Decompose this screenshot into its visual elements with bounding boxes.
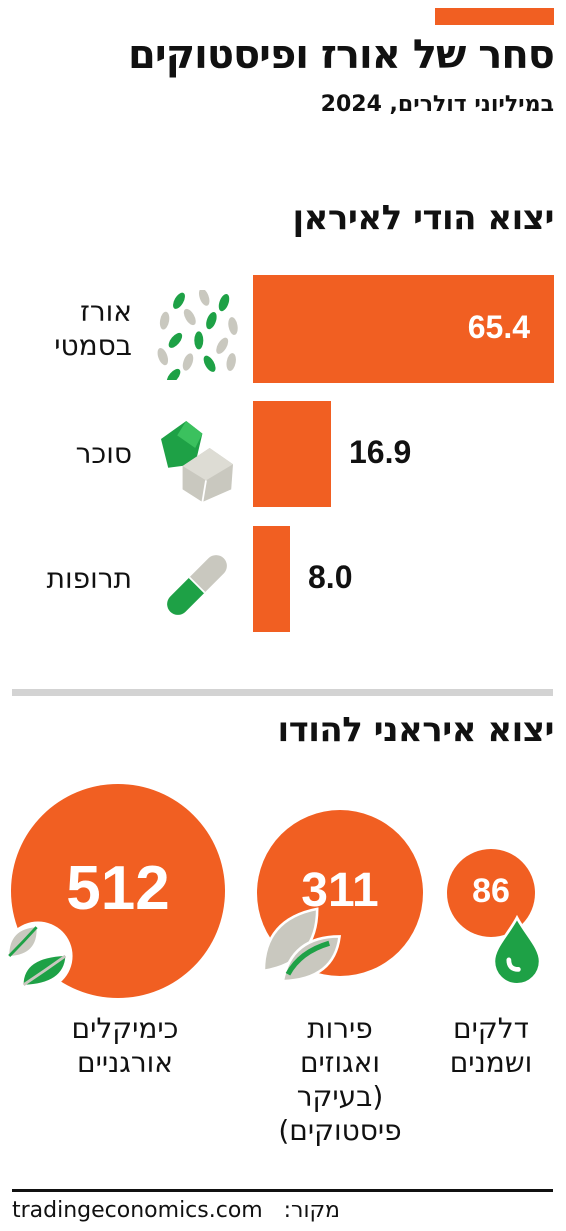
source-label: מקור: <box>283 1198 340 1223</box>
bar-category-label: תרופות <box>46 562 132 595</box>
bubble-category-label: כימיקלים אורגניים <box>71 1012 179 1079</box>
leaves-icon <box>2 920 74 992</box>
rice-grains-icon <box>152 288 242 384</box>
bar-category-label: סוכר <box>75 437 132 470</box>
bar-value-label: 8.0 <box>308 559 353 595</box>
bubble-value-label: 512 <box>66 853 170 923</box>
pistachio-icon <box>257 902 343 988</box>
page-title: סחר של אורז ופיסטוקים <box>128 32 555 78</box>
section-divider <box>12 689 553 696</box>
sugar-cubes-icon <box>152 412 242 503</box>
oil-drop-icon <box>483 914 551 986</box>
bubble-category-label: דלקים ושמנים <box>449 1012 533 1079</box>
bar-value-label: 65.4 <box>467 309 530 345</box>
bar <box>253 526 290 632</box>
bar-category-label: אורז בסמטי <box>54 295 132 362</box>
bar-value-label: 16.9 <box>349 434 412 470</box>
pill-capsule-icon <box>152 540 242 630</box>
bubble-chart-title: יצוא איראני להודו <box>277 710 555 750</box>
accent-bar <box>435 8 554 25</box>
page-subtitle: במיליוני דולרים, 2024 <box>320 92 554 117</box>
bar <box>253 275 554 383</box>
bar-chart-title: יצוא הודי לאיראן <box>292 198 554 238</box>
bar <box>253 401 331 507</box>
bubble-category-label: פירות ואגוזים (בעיקר פיסטוקים) <box>278 1012 402 1147</box>
source-name: tradingeconomics.com <box>12 1198 263 1223</box>
bubble-value-label: 86 <box>472 871 510 910</box>
footer-divider <box>12 1189 553 1192</box>
